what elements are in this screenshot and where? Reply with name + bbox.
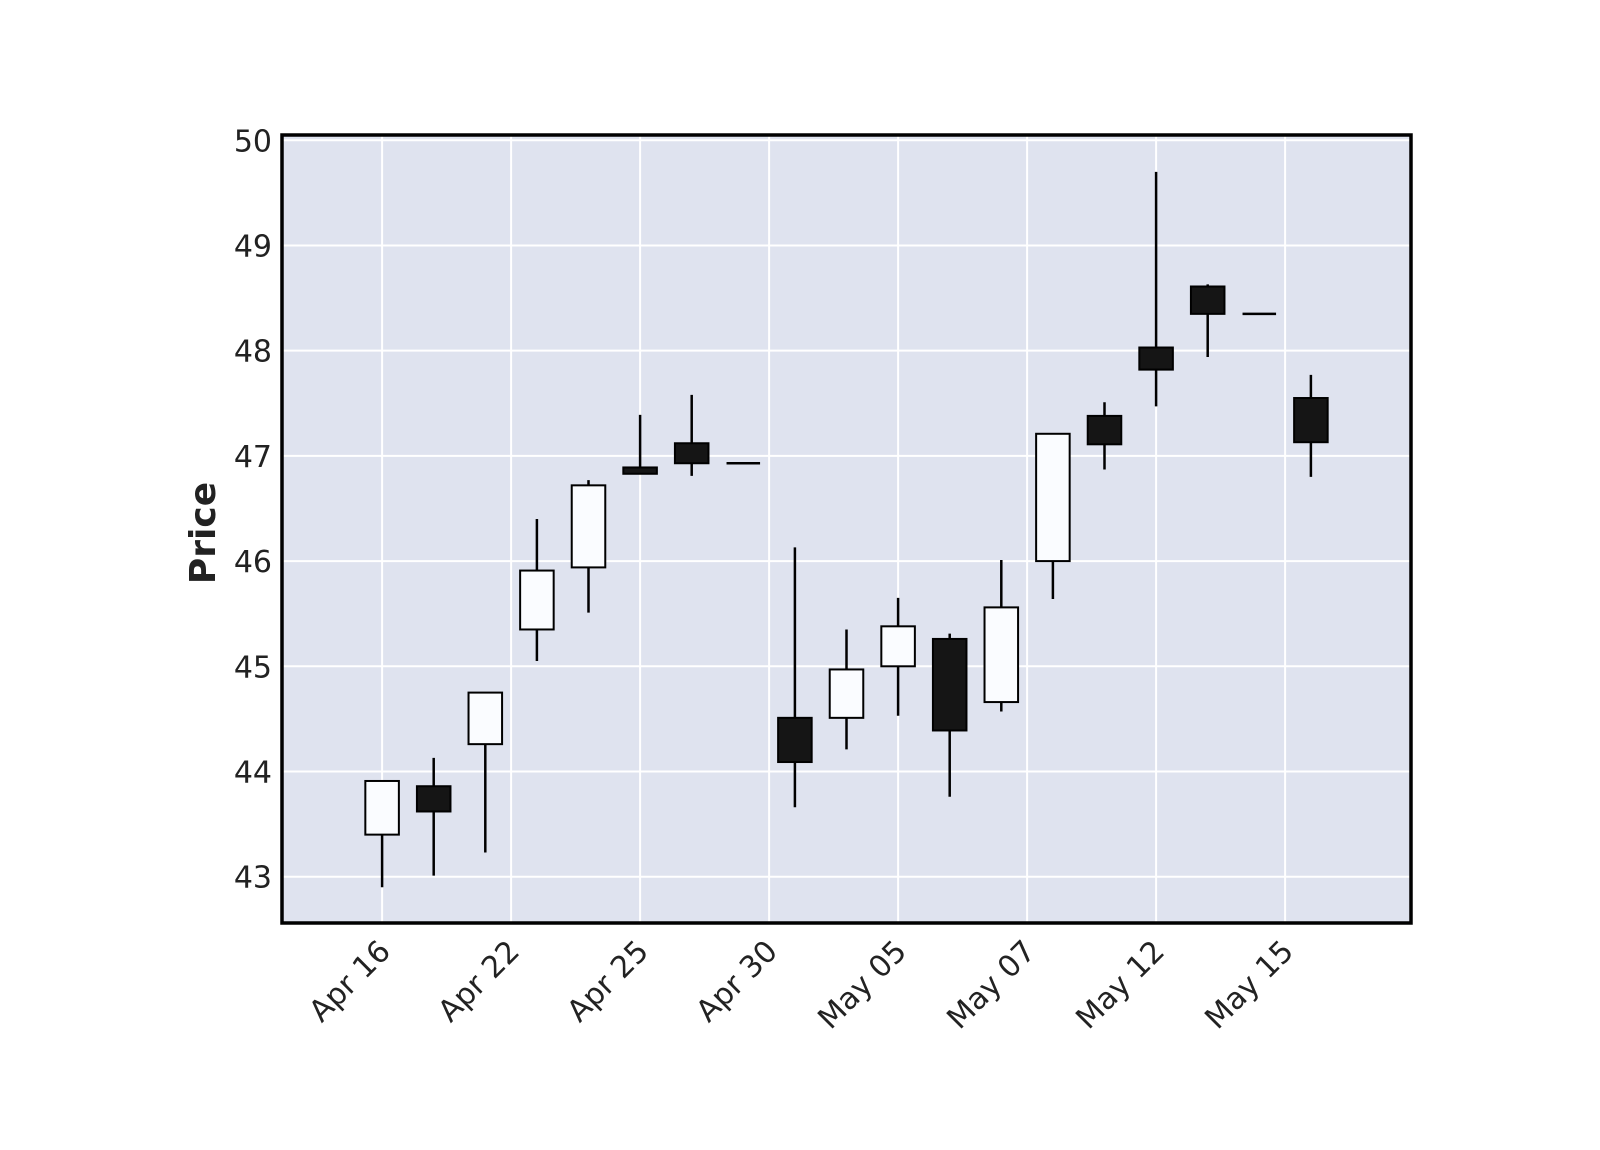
candle-body <box>983 606 1020 704</box>
candle-body <box>519 569 555 631</box>
candle-body <box>1138 346 1174 371</box>
y-tick-label: 46 <box>234 545 272 580</box>
candle-body <box>1035 432 1071 563</box>
x-tick-label: Apr 25 <box>561 934 656 1029</box>
candle-body <box>415 785 452 813</box>
plot-background <box>282 135 1411 923</box>
candle-body <box>622 466 658 475</box>
x-tick-label: Apr 30 <box>690 934 785 1029</box>
candle-body <box>570 484 607 569</box>
candle-body <box>931 637 968 732</box>
candle-body <box>1293 397 1329 444</box>
y-tick-label: 50 <box>234 124 272 159</box>
candle-body <box>777 716 813 764</box>
x-tick-label: May 07 <box>940 934 1042 1036</box>
y-axis-label: Price <box>183 482 224 584</box>
plot-frame <box>280 133 1413 925</box>
y-tick-label: 49 <box>234 229 272 264</box>
x-tick-label: May 05 <box>811 934 913 1036</box>
x-tick-label: Apr 16 <box>303 934 398 1029</box>
candle-body <box>673 442 710 465</box>
candle-body <box>1189 285 1226 315</box>
candle-body <box>364 779 400 836</box>
y-tick-label: 45 <box>234 650 272 685</box>
y-tick-label: 44 <box>234 756 272 791</box>
x-tick-label: Apr 22 <box>432 934 527 1029</box>
candle-body <box>828 668 865 719</box>
x-tick-label: May 15 <box>1198 934 1300 1036</box>
candle-body <box>880 625 916 668</box>
y-tick-label: 48 <box>234 335 272 370</box>
y-tick-label: 47 <box>234 440 272 475</box>
candle-body <box>467 691 504 746</box>
y-tick-label: 43 <box>234 861 272 896</box>
candle-body <box>1086 414 1123 446</box>
x-tick-label: May 12 <box>1069 934 1171 1036</box>
